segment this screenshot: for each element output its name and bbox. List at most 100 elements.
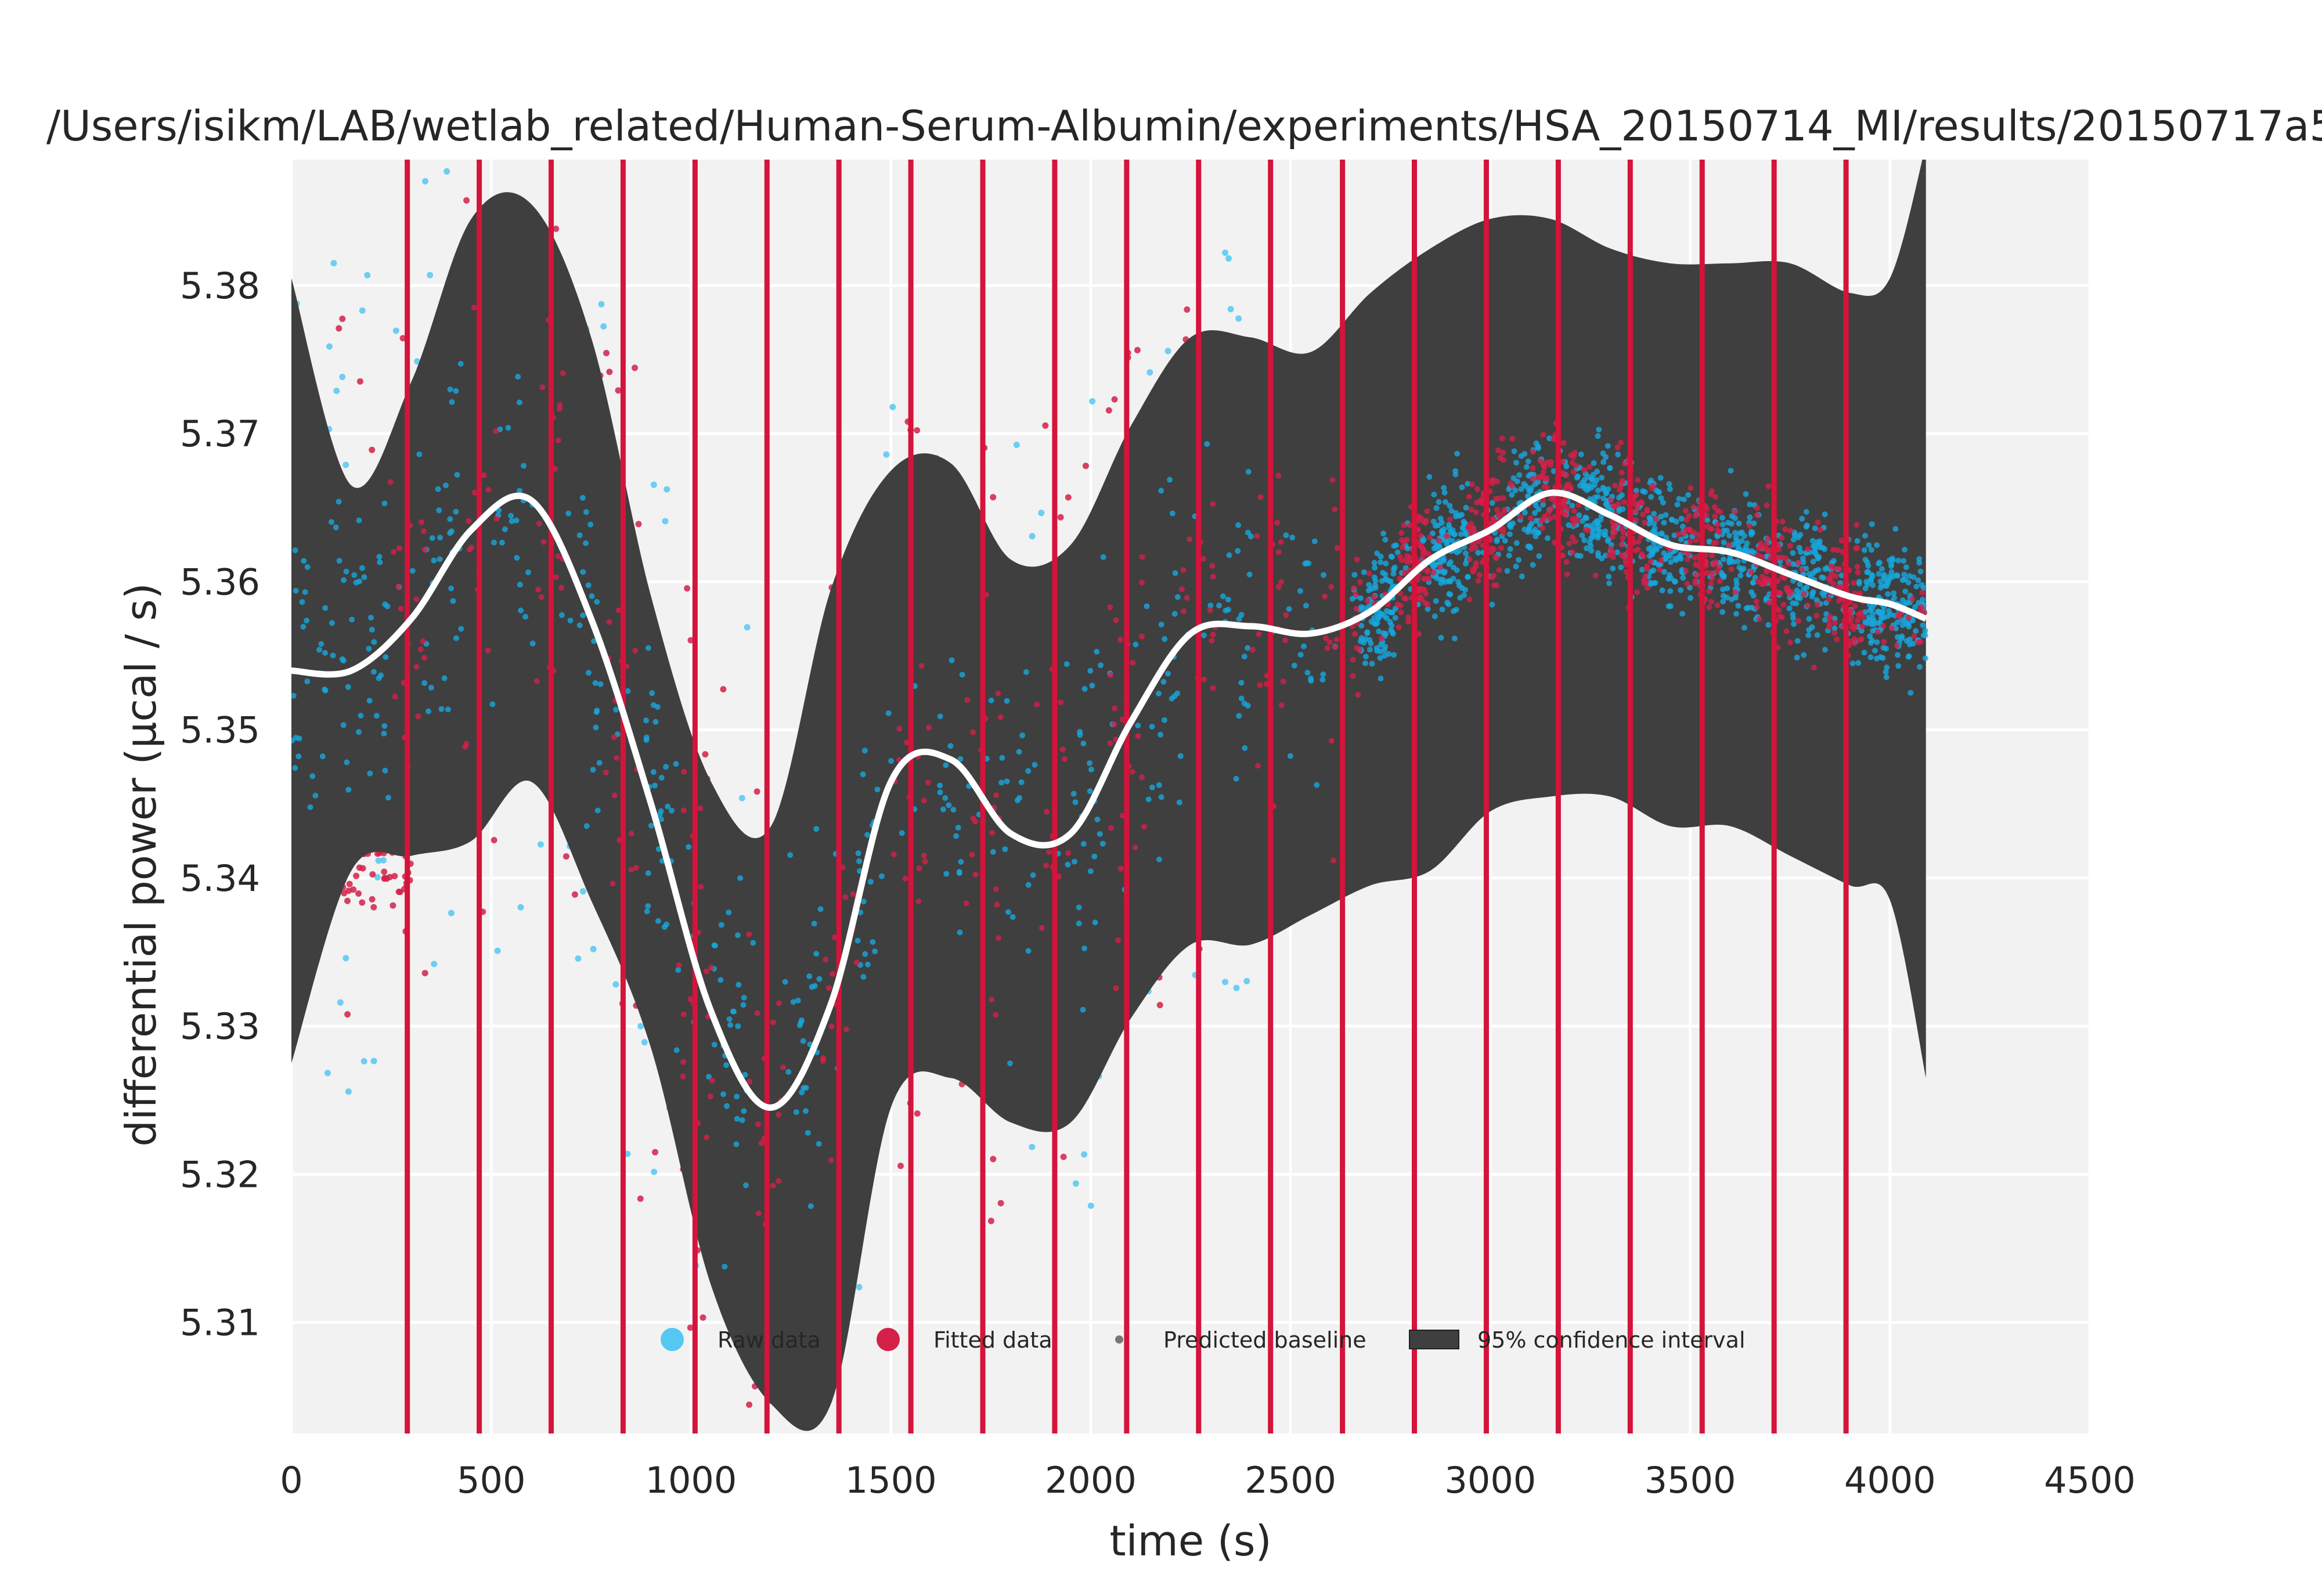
fitted-data-point xyxy=(1328,738,1335,744)
raw-data-point xyxy=(1463,504,1469,511)
raw-data-point xyxy=(1535,530,1542,536)
fitted-data-point xyxy=(1684,581,1690,587)
fitted-data-point xyxy=(1113,617,1119,623)
fitted-data-point xyxy=(1210,631,1216,638)
fitted-data-point xyxy=(1563,472,1570,479)
raw-data-point xyxy=(658,775,665,781)
raw-data-point xyxy=(750,940,756,946)
fitted-data-point xyxy=(1493,582,1499,588)
raw-data-point xyxy=(336,499,342,505)
fitted-data-point xyxy=(1187,536,1193,543)
raw-data-point xyxy=(1456,547,1463,554)
raw-data-point xyxy=(1357,595,1364,601)
fitted-data-point xyxy=(963,900,969,907)
raw-data-point xyxy=(1679,611,1686,617)
fitted-data-point xyxy=(902,876,908,882)
fitted-data-point xyxy=(770,1019,776,1026)
raw-data-point xyxy=(1875,620,1881,626)
raw-data-point xyxy=(1446,561,1452,568)
raw-data-point xyxy=(1903,600,1910,606)
fitted-data-point xyxy=(1425,567,1431,573)
raw-data-point xyxy=(326,343,333,350)
fitted-data-point xyxy=(1570,469,1577,475)
fitted-data-point xyxy=(1491,572,1497,579)
raw-data-point xyxy=(1297,588,1303,594)
raw-data-point xyxy=(737,875,744,881)
raw-data-point xyxy=(1592,494,1598,501)
raw-data-point xyxy=(1892,526,1899,532)
x-axis-label: time (s) xyxy=(1109,1516,1271,1565)
fitted-data-point xyxy=(987,1218,994,1225)
fitted-data-point xyxy=(1644,564,1650,570)
fitted-data-point xyxy=(1611,522,1618,529)
raw-data-point xyxy=(431,557,437,564)
raw-data-point xyxy=(1432,613,1438,619)
raw-data-point xyxy=(1903,564,1909,570)
fitted-data-point xyxy=(1184,306,1191,313)
fitted-data-point xyxy=(1783,628,1790,634)
fitted-data-point xyxy=(540,539,547,545)
raw-data-point xyxy=(392,327,399,334)
fitted-data-point xyxy=(632,364,638,371)
raw-data-point xyxy=(337,999,344,1006)
fitted-data-point xyxy=(1437,564,1443,570)
raw-data-point xyxy=(1869,521,1875,528)
fitted-data-point xyxy=(989,996,995,1003)
fitted-data-point xyxy=(680,1073,686,1079)
raw-data-point xyxy=(1584,487,1590,493)
fitted-data-point xyxy=(1496,567,1502,573)
raw-data-point xyxy=(1025,768,1032,774)
fitted-data-point xyxy=(1210,501,1216,507)
raw-data-point xyxy=(1849,660,1856,667)
fitted-data-point xyxy=(1566,540,1573,547)
fitted-data-point xyxy=(1753,598,1759,605)
raw-data-point xyxy=(517,488,522,494)
raw-data-dense-points xyxy=(291,360,1928,1270)
fitted-data-point xyxy=(1726,542,1732,548)
raw-data-point xyxy=(590,945,597,952)
fitted-data-point xyxy=(776,1111,782,1118)
raw-data-point xyxy=(375,857,382,864)
raw-data-point xyxy=(662,518,669,525)
fitted-data-point xyxy=(680,1059,686,1065)
raw-data-point xyxy=(1791,621,1797,627)
raw-data-point xyxy=(1676,496,1682,502)
fitted-data-point xyxy=(345,887,352,894)
fitted-data-point xyxy=(1852,623,1858,629)
raw-data-point xyxy=(1601,532,1607,538)
fitted-data-point xyxy=(1575,502,1582,508)
fitted-data-point xyxy=(1564,506,1571,512)
fitted-data-point xyxy=(1713,540,1719,546)
raw-data-point xyxy=(1604,502,1610,508)
fitted-data-point xyxy=(1401,595,1407,601)
raw-data-point xyxy=(790,999,796,1005)
fitted-data-point xyxy=(1039,925,1045,931)
raw-data-point xyxy=(366,698,373,704)
raw-data-point xyxy=(1876,559,1883,566)
raw-data-point xyxy=(1513,564,1519,570)
raw-data-point xyxy=(359,307,366,314)
raw-data-point xyxy=(1158,731,1163,738)
raw-data-point xyxy=(956,869,962,875)
raw-data-point xyxy=(1165,670,1171,677)
raw-data-point xyxy=(333,524,339,530)
raw-data-point xyxy=(291,692,297,699)
raw-data-point xyxy=(521,463,527,469)
raw-data-point xyxy=(509,518,515,524)
raw-data-point xyxy=(1235,548,1241,554)
raw-data-point xyxy=(1765,622,1772,628)
raw-data-point xyxy=(381,723,388,729)
raw-data-point xyxy=(1742,624,1747,631)
raw-data-point xyxy=(345,684,351,690)
raw-data-point xyxy=(1726,532,1732,539)
raw-data-point xyxy=(624,1150,631,1157)
raw-data-point xyxy=(959,671,965,678)
raw-data-point xyxy=(292,547,298,554)
raw-data-point xyxy=(1087,760,1093,766)
raw-data-point xyxy=(1864,582,1870,587)
raw-data-point xyxy=(1523,464,1530,470)
raw-data-point xyxy=(1302,561,1308,567)
raw-data-point xyxy=(645,645,651,651)
fitted-data-point xyxy=(1571,508,1577,514)
